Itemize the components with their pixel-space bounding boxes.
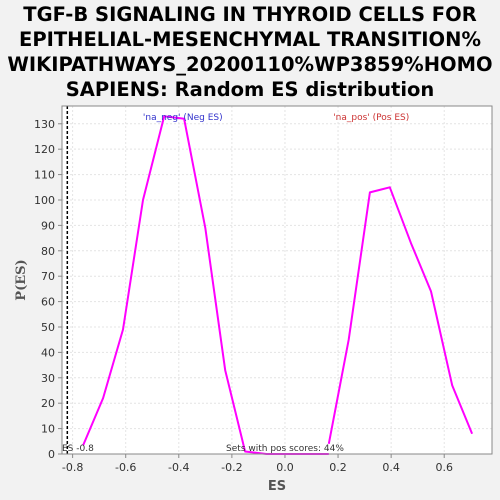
- y-tick-label: 60: [41, 296, 55, 309]
- pos-series-label: 'na_pos' (Pos ES): [333, 113, 409, 123]
- y-tick-label: 40: [41, 346, 55, 359]
- y-tick-label: 100: [34, 194, 55, 207]
- annotations: 'na_neg' (Neg ES) 'na_pos' (Pos ES) ES -…: [62, 113, 409, 454]
- y-tick-label: 130: [34, 118, 55, 131]
- chart-title: TGF-B SIGNALING IN THYROID CELLS FOR EPI…: [7, 3, 493, 101]
- x-tick-label: 0.0: [276, 461, 294, 474]
- es-marker-label: ES -0.8: [62, 444, 94, 454]
- plot-area: [62, 106, 492, 454]
- sets-pos-scores-label: Sets with pos scores: 44%: [226, 444, 344, 454]
- y-tick-label: 80: [41, 245, 55, 258]
- series-line-na_pos: [327, 186, 474, 444]
- x-tick-label: 0.4: [382, 461, 400, 474]
- y-axis-ticks: 0 10 20 30 40 50 60 70 80 90 100 110 120 130: [34, 118, 62, 461]
- grid-lines: [62, 106, 492, 455]
- y-tick-label: 70: [41, 270, 55, 283]
- x-tick-label: 0.2: [329, 461, 347, 474]
- y-tick-label: 10: [41, 423, 55, 436]
- y-tick-label: 50: [41, 321, 55, 334]
- y-axis-label: P(ES): [14, 259, 29, 300]
- y-tick-label: 30: [41, 372, 55, 385]
- neg-series-label: 'na_neg' (Neg ES): [143, 113, 223, 123]
- x-tick-label: -0.6: [115, 461, 136, 474]
- x-tick-label: -0.8: [62, 461, 83, 474]
- y-tick-label: 120: [34, 143, 55, 156]
- y-tick-label: 110: [34, 169, 55, 182]
- x-tick-label: -0.4: [168, 461, 189, 474]
- plot-border: [61, 105, 493, 455]
- x-tick-label: -0.2: [221, 461, 242, 474]
- x-axis-label: ES: [268, 479, 286, 494]
- x-tick-label: 0.6: [435, 461, 453, 474]
- y-tick-label: 0: [48, 448, 55, 461]
- x-axis-ticks: -0.8 -0.6 -0.4 -0.2 0.0 0.2 0.4 0.6: [62, 454, 453, 474]
- y-tick-label: 20: [41, 397, 55, 410]
- y-tick-label: 90: [41, 219, 55, 232]
